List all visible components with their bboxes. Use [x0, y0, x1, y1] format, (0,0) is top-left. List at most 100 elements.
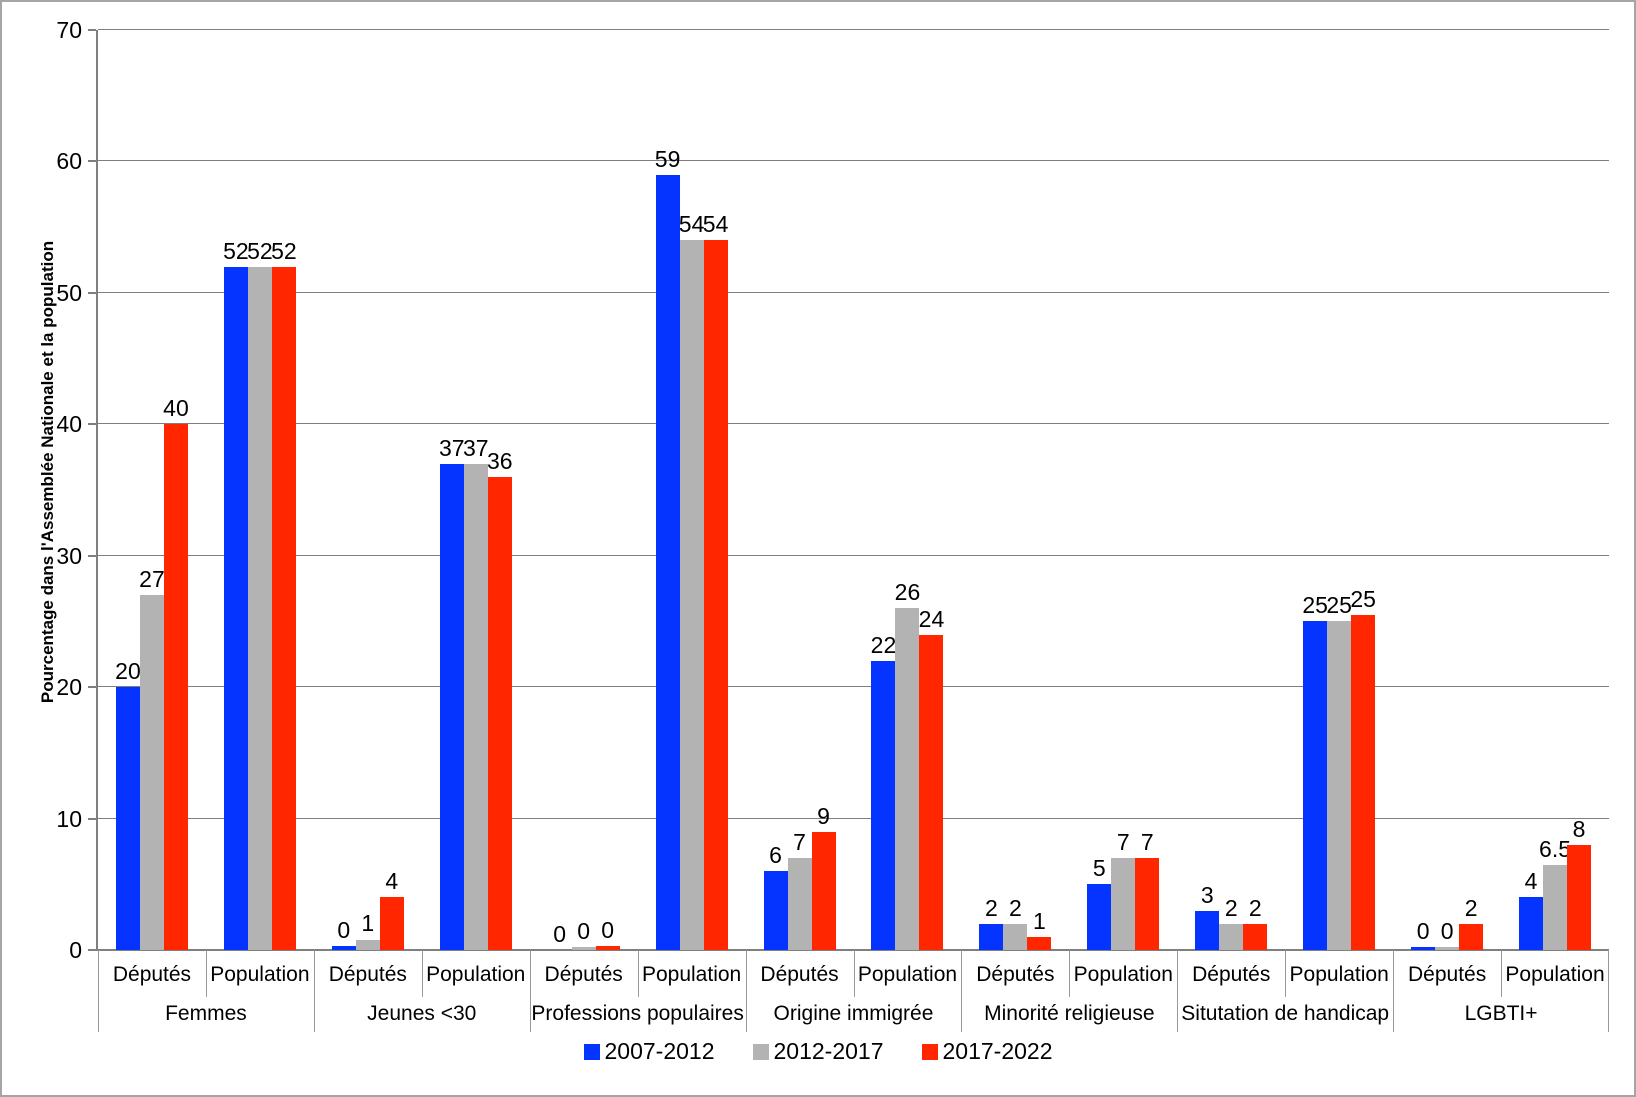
group-divider	[529, 950, 531, 1032]
category-axis: Députés Population Femmes Députés Population…	[98, 950, 1609, 1032]
bar-2017-2022	[1567, 844, 1592, 950]
cell-divider	[853, 950, 855, 997]
legend: 2007-2012 2012-2017 2017-2022	[2, 1038, 1634, 1065]
bar-value-label: 52	[271, 237, 297, 264]
bar-value-label: 6.5	[1539, 835, 1572, 862]
legend-swatch	[583, 1043, 600, 1060]
cell-divider	[1285, 950, 1287, 997]
bar-value-label: 25	[1326, 592, 1352, 619]
bar-value-label: 59	[654, 145, 681, 172]
group-divider	[1608, 950, 1609, 1032]
category-cell-label: Population	[1073, 963, 1173, 986]
category-cell-label: Députés	[1407, 963, 1487, 986]
category-cell-label: Population	[426, 963, 526, 986]
bar-2017-2022	[379, 897, 404, 950]
y-tick	[88, 817, 96, 820]
bar-value-label: 26	[894, 579, 921, 606]
bar-2012-2017	[1003, 923, 1028, 950]
gridline	[98, 423, 1609, 425]
y-axis-title: Pourcentage dans l'Assemblée Nationale e…	[38, 240, 57, 704]
legend-item: 2017-2022	[921, 1038, 1053, 1065]
bar-2012-2017	[895, 608, 920, 950]
cell-divider	[1069, 950, 1071, 997]
x-axis-line	[96, 949, 1609, 951]
bar-2012-2017	[787, 858, 812, 950]
legend-label: 2007-2012	[604, 1038, 715, 1064]
y-tick	[88, 423, 96, 426]
y-tick-label: 30	[56, 542, 82, 569]
bar-2012-2017	[463, 463, 488, 950]
bar-value-label: 8	[1572, 815, 1586, 842]
category-group-label: LGBTI+	[1464, 1002, 1538, 1025]
group-divider	[745, 950, 747, 1032]
y-tick	[88, 686, 96, 689]
gridline	[98, 160, 1609, 162]
gridline	[98, 291, 1609, 293]
bar-2007-2012	[1195, 910, 1220, 950]
bar-value-label: 7	[793, 829, 806, 855]
cell-divider	[421, 950, 423, 997]
bar-value-label: 25	[1302, 592, 1328, 619]
bar-value-label: 52	[247, 237, 273, 264]
bar-2017-2022	[703, 240, 728, 950]
bar-value-label: 2	[1008, 894, 1022, 921]
category-group-label: Femmes	[165, 1002, 247, 1025]
bar-value-label: 0	[577, 918, 591, 945]
legend-swatch	[752, 1043, 769, 1060]
y-tick-label: 20	[56, 674, 82, 701]
group-divider	[1393, 950, 1395, 1032]
bar-2007-2012	[331, 946, 356, 950]
bar-value-label: 54	[702, 211, 729, 238]
bar-2017-2022	[163, 424, 188, 950]
gridline	[98, 686, 1609, 688]
group-divider	[98, 950, 99, 1032]
y-tick	[88, 949, 96, 951]
bar-value-label: 2	[984, 894, 998, 921]
bar-2012-2017	[1543, 864, 1568, 950]
bar-value-label: 0	[1440, 918, 1454, 945]
category-cell-label: Députés	[976, 963, 1055, 986]
category-group-label: Situtation de handicap	[1181, 1002, 1390, 1025]
bar-value-label: 3	[1200, 881, 1214, 908]
category-cell-label: Députés	[544, 963, 623, 986]
bar-2007-2012	[1411, 947, 1436, 950]
bar-2012-2017	[1435, 947, 1460, 950]
bar-2007-2012	[655, 174, 680, 950]
bar-2012-2017	[571, 947, 596, 950]
bar-value-label: 0	[337, 917, 351, 944]
bar-value-label: 54	[678, 211, 705, 238]
legend-label: 2012-2017	[773, 1038, 884, 1064]
bar-2017-2022	[919, 634, 944, 950]
bar-2017-2022	[271, 266, 296, 950]
gridline	[98, 554, 1609, 556]
category-cell-label: Population	[1289, 963, 1389, 986]
category-cell-label: Députés	[112, 963, 192, 986]
bar-2012-2017	[1327, 621, 1352, 950]
y-tick-label: 60	[56, 148, 82, 175]
bar-value-label: 22	[870, 631, 897, 658]
bar-2007-2012	[1303, 621, 1328, 950]
category-cell-label: Population	[1505, 963, 1605, 986]
bar-value-label: 36	[486, 447, 513, 474]
bar-2007-2012	[871, 660, 896, 950]
bar-value-label: 2	[1464, 894, 1478, 921]
bar-value-label: 7	[1116, 829, 1130, 855]
bar-value-label: 0	[601, 917, 615, 944]
bar-value-label: 7	[1140, 829, 1154, 855]
y-tick	[88, 291, 96, 294]
category-cell-label: Population	[641, 963, 742, 986]
bar-2017-2022	[1459, 923, 1484, 950]
bar-2017-2022	[595, 946, 620, 950]
bar-value-label: 9	[817, 802, 830, 829]
cell-divider	[205, 950, 207, 997]
bar-2012-2017	[247, 266, 272, 950]
category-cell-label: Population	[210, 963, 310, 986]
bar-value-label: 0	[553, 921, 567, 947]
bar-value-label: 25	[1350, 585, 1376, 612]
bar-2017-2022	[1351, 614, 1376, 950]
y-tick	[88, 554, 96, 557]
category-cell-label: Population	[857, 963, 958, 986]
bar-value-label: 5	[1092, 855, 1106, 882]
y-tick-label: 10	[56, 805, 82, 832]
